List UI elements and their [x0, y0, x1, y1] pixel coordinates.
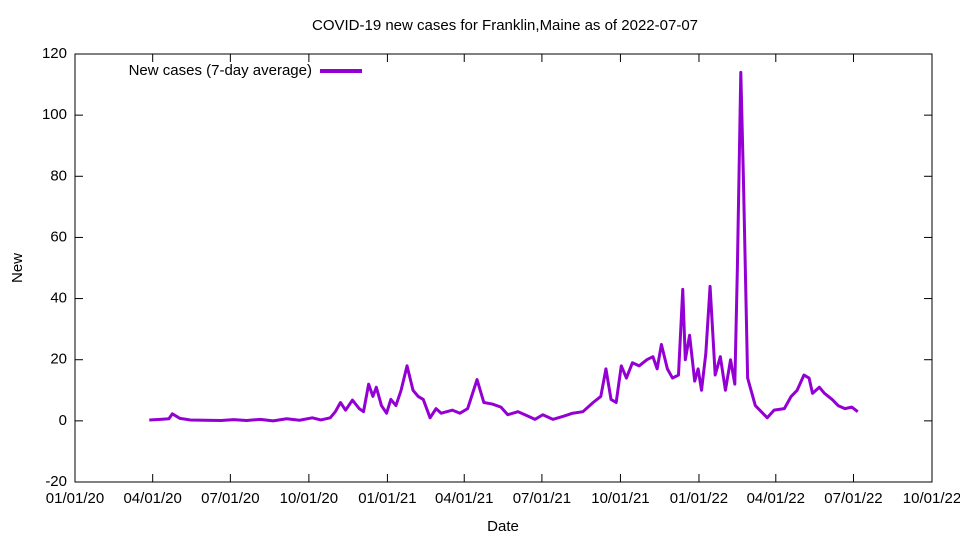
data-line: [149, 70, 859, 423]
x-tick-label: 10/01/21: [591, 490, 649, 507]
y-tick-label: -20: [45, 473, 67, 490]
x-tick-label: 01/01/21: [358, 490, 416, 507]
y-tick-label: 0: [59, 412, 67, 429]
x-tick-label: 10/01/22: [903, 490, 960, 507]
y-tick-label: 100: [42, 106, 67, 123]
x-tick-label: 07/01/22: [824, 490, 882, 507]
y-tick-label: 120: [42, 45, 67, 62]
x-tick-label: 10/01/20: [280, 490, 338, 507]
legend-label: New cases (7-day average): [129, 62, 312, 79]
y-tick-label: 20: [50, 351, 67, 368]
chart-title: COVID-19 new cases for Franklin,Maine as…: [312, 17, 698, 34]
y-axis-label: New: [9, 253, 26, 283]
x-tick-label: 04/01/20: [123, 490, 181, 507]
y-tick-label: 80: [50, 167, 67, 184]
x-tick-label: 04/01/22: [747, 490, 805, 507]
x-tick-label: 07/01/20: [201, 490, 259, 507]
y-tick-label: 40: [50, 290, 67, 307]
x-tick-label: 01/01/20: [46, 490, 104, 507]
y-tick-label: 60: [50, 228, 67, 245]
x-axis-label: Date: [487, 518, 519, 535]
x-tick-label: 01/01/22: [670, 490, 728, 507]
x-tick-label: 07/01/21: [513, 490, 571, 507]
plot-frame: [74, 53, 933, 483]
x-tick-label: 04/01/21: [435, 490, 493, 507]
